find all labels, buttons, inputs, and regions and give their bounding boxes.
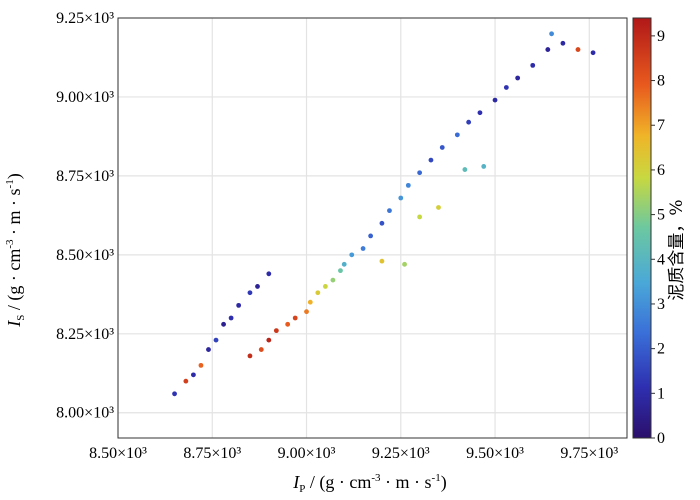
- y-tick-label: 8.75×10³: [56, 168, 114, 185]
- data-point: [590, 50, 596, 56]
- y-tick-label: 8.00×10³: [56, 405, 114, 422]
- data-points: [172, 31, 596, 397]
- data-point: [228, 315, 234, 321]
- data-point: [549, 31, 554, 37]
- data-point: [575, 47, 581, 52]
- data-point: [338, 268, 343, 274]
- data-point: [341, 261, 347, 267]
- data-point: [198, 362, 204, 368]
- data-point: [322, 284, 328, 289]
- colorbar-tick-label: 2: [657, 341, 665, 358]
- y-axis-title: IS / (g · cm-3 · m · s-1): [4, 173, 27, 327]
- data-point: [462, 167, 468, 172]
- colorbar-tick-label: 7: [657, 117, 665, 134]
- data-point: [560, 40, 566, 46]
- x-tick-label: 9.00×10³: [278, 445, 336, 462]
- colorbar-tick-label: 4: [657, 251, 665, 268]
- data-point: [285, 321, 291, 327]
- data-point: [349, 252, 355, 258]
- data-point: [417, 170, 423, 176]
- data-point: [398, 195, 404, 201]
- y-tick-label: 8.50×10³: [56, 247, 114, 264]
- data-point: [428, 157, 434, 163]
- data-point: [368, 233, 374, 239]
- data-point: [379, 258, 385, 264]
- data-point: [481, 164, 487, 169]
- x-tick-label: 9.25×10³: [372, 445, 430, 462]
- y-tick-label: 9.00×10³: [56, 89, 114, 106]
- data-point: [236, 302, 242, 308]
- data-point: [247, 353, 253, 359]
- y-tick-label: 8.25×10³: [56, 326, 114, 343]
- data-point: [436, 205, 441, 210]
- colorbar-title: 泥质含量，%: [667, 199, 687, 300]
- colorbar-tick-label: 5: [657, 207, 665, 224]
- grid-lines: [117, 17, 627, 438]
- x-tick-label: 8.75×10³: [183, 445, 241, 462]
- plot-area: [118, 18, 627, 438]
- data-point: [530, 62, 536, 68]
- data-point: [191, 372, 196, 378]
- data-point: [330, 277, 336, 283]
- data-point: [255, 284, 260, 289]
- data-point: [183, 378, 189, 384]
- data-point: [402, 261, 407, 267]
- colorbar-tick-label: 3: [657, 296, 665, 313]
- data-point: [360, 246, 366, 251]
- data-point: [206, 347, 211, 352]
- colorbar-ticks: 0 1 2 3 4 5 6 7 8 9: [651, 28, 665, 447]
- data-point: [315, 290, 321, 296]
- data-point: [417, 214, 423, 220]
- data-point: [213, 337, 219, 343]
- data-point: [454, 132, 460, 138]
- data-point: [492, 97, 498, 103]
- data-point: [387, 208, 392, 214]
- x-tick-label: 8.50×10³: [89, 445, 147, 462]
- colorbar-tick-label: 0: [657, 430, 665, 447]
- colorbar-tick-label: 6: [657, 162, 665, 179]
- data-point: [503, 85, 509, 90]
- data-point: [273, 328, 279, 334]
- colorbar: [632, 17, 652, 439]
- data-point: [172, 391, 177, 397]
- x-axis-ticks: 8.50×10³ 8.75×10³ 9.00×10³ 9.25×10³ 9.50×10³…: [89, 445, 618, 462]
- data-point: [221, 321, 226, 327]
- data-point: [258, 347, 264, 352]
- data-point: [466, 119, 472, 125]
- data-point: [247, 290, 253, 296]
- x-axis-title: IP / (g · cm-3 · m · s-1): [292, 472, 446, 495]
- data-point: [515, 75, 521, 81]
- data-point: [304, 309, 309, 315]
- data-point: [266, 337, 272, 343]
- data-point: [266, 271, 272, 277]
- data-point: [477, 110, 483, 116]
- colorbar-tick-label: 9: [657, 28, 665, 45]
- data-point: [545, 47, 551, 52]
- colorbar-tick-label: 1: [657, 385, 665, 402]
- plot-border: [117, 17, 628, 439]
- data-point: [307, 299, 313, 305]
- y-tick-label: 9.25×10³: [56, 10, 114, 27]
- data-point: [439, 145, 445, 150]
- data-point: [379, 220, 385, 226]
- data-point: [292, 315, 298, 321]
- x-tick-label: 9.75×10³: [560, 445, 618, 462]
- x-tick-label: 9.50×10³: [466, 445, 524, 462]
- y-axis-ticks: 8.00×10³ 8.25×10³ 8.50×10³ 8.75×10³ 9.00×10³…: [56, 10, 114, 422]
- colorbar-tick-label: 8: [657, 73, 665, 90]
- data-point: [405, 182, 411, 188]
